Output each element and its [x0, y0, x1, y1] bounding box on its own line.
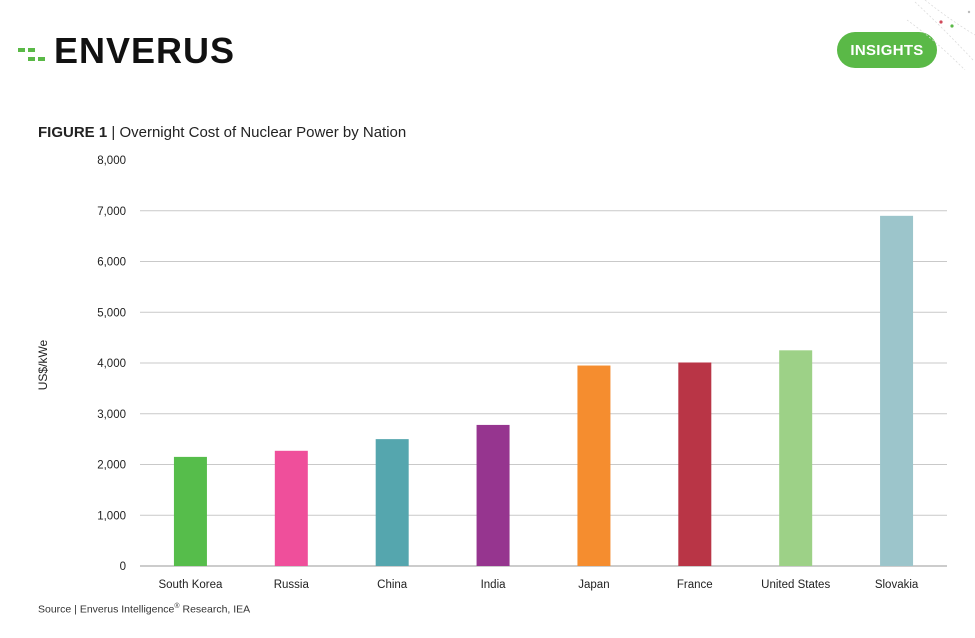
y-tick-label: 3,000: [97, 409, 126, 421]
logo-wordmark: ENVERUS: [54, 30, 236, 71]
y-tick-labels: 0 1,000 2,000 3,000 4,000 5,000 6,000 7,000 8,00…: [97, 155, 126, 573]
y-tick-label: 6,000: [97, 257, 126, 269]
y-tick-label: 7,000: [97, 206, 126, 218]
y-tick-label: 5,000: [97, 307, 126, 319]
registered-mark: ®: [174, 603, 180, 610]
source-suffix: Research, IEA: [179, 603, 251, 616]
bar-south-korea: [173, 456, 207, 566]
bar-france: [678, 362, 712, 566]
network-dots-icon: [906, 0, 975, 70]
figure-number: FIGURE 1: [38, 124, 108, 141]
x-tick-label: Russia: [274, 579, 310, 591]
y-tick-label: 2,000: [97, 460, 126, 472]
figure-caption: Overnight Cost of Nuclear Power by Natio…: [119, 124, 407, 141]
y-axis-label: US$/kWe: [36, 339, 50, 390]
gridlines: [140, 210, 947, 567]
source-prefix: Source | Enverus Intelligence: [38, 603, 175, 616]
bar-russia: [274, 450, 308, 566]
bars: [173, 215, 914, 566]
y-tick-label: 4,000: [97, 358, 126, 370]
figure-separator: |: [111, 124, 116, 141]
enverus-bars-icon: [18, 48, 45, 61]
x-tick-label: Slovakia: [875, 579, 919, 591]
bar-japan: [577, 365, 611, 566]
figure-title: FIGURE 1 | Overnight Cost of Nuclear Pow…: [38, 124, 406, 141]
x-tick-labels: South Korea Russia China India Japan France Un…: [158, 579, 918, 591]
bar-china: [375, 439, 409, 566]
x-tick-label: South Korea: [158, 579, 223, 591]
bar-slovakia: [880, 215, 914, 566]
source-note: Source | Enverus Intelligence® Research,…: [38, 603, 250, 616]
x-tick-label: China: [377, 579, 408, 591]
bar-united-states: [779, 350, 813, 566]
y-tick-label: 0: [120, 561, 126, 573]
x-tick-label: India: [481, 579, 507, 591]
x-tick-label: France: [677, 579, 713, 591]
y-tick-label: 8,000: [97, 155, 126, 167]
insights-badge[interactable]: INSIGHTS: [837, 32, 937, 68]
x-tick-label: Japan: [578, 579, 609, 591]
bar-india: [476, 424, 510, 566]
enverus-logo[interactable]: ENVERUS: [18, 30, 248, 71]
x-tick-label: United States: [761, 579, 830, 591]
y-tick-label: 1,000: [97, 510, 126, 522]
